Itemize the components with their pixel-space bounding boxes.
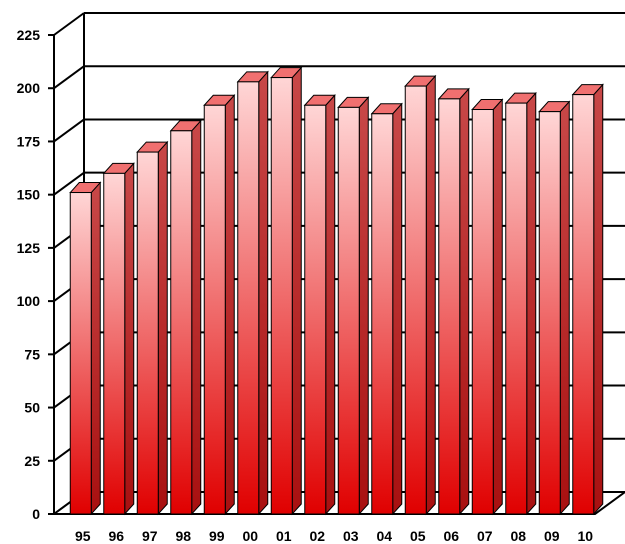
bar [203, 93, 236, 516]
y-tick-label: 200 [17, 80, 41, 96]
x-tick-label: 00 [242, 528, 258, 544]
bar [169, 119, 202, 516]
bar-side [124, 162, 135, 516]
bar-side [157, 140, 168, 516]
x-tick-label: 06 [443, 528, 459, 544]
y-axis-tick-labels: 0 25 50 75 100 125 150 175 200 225 [17, 27, 41, 522]
bar [471, 98, 504, 516]
bar-side [358, 96, 369, 516]
bar-front [304, 104, 327, 515]
bar-front [136, 151, 159, 515]
x-tick-label: 08 [510, 528, 526, 544]
x-tick-label: 97 [142, 528, 158, 544]
gridline-diagonal [53, 118, 85, 143]
x-tick-label: 02 [309, 528, 325, 544]
bar-side [526, 91, 537, 516]
bars [69, 66, 604, 516]
x-tick-label: 96 [108, 528, 124, 544]
bar-side [559, 100, 570, 516]
bar-front [471, 109, 494, 515]
bar-side [425, 74, 436, 516]
bar-front [237, 81, 260, 515]
y-tick-label: 75 [24, 346, 40, 362]
bar-side [593, 83, 604, 516]
x-tick-label: 07 [477, 528, 493, 544]
gridline-diagonal [53, 171, 85, 196]
bar-front [505, 102, 528, 515]
bar [538, 100, 571, 516]
bar [370, 102, 403, 516]
x-tick-label: 04 [376, 528, 392, 544]
bar-side [459, 87, 470, 516]
bar-front [572, 94, 595, 515]
bar-front [103, 172, 126, 515]
x-tick-label: 95 [75, 528, 91, 544]
bar-side [90, 181, 101, 516]
bar-front [337, 106, 360, 515]
y-tick-label: 175 [17, 133, 41, 149]
bar [571, 83, 604, 516]
x-tick-label: 05 [410, 528, 426, 544]
y-tick-label: 50 [24, 400, 40, 416]
bar-front [69, 192, 92, 515]
bar [270, 66, 303, 516]
bar-front [538, 111, 561, 515]
bar-side [258, 70, 269, 516]
bar-front [203, 104, 226, 515]
x-tick-label: 03 [343, 528, 359, 544]
bar-side [492, 98, 503, 516]
y-tick-label: 150 [17, 187, 41, 203]
bar-front [170, 130, 193, 515]
bar [337, 96, 370, 516]
y-tick-label: 0 [32, 506, 40, 522]
bar [69, 181, 102, 516]
x-tick-label: 01 [276, 528, 292, 544]
bar [303, 93, 336, 516]
bar [236, 70, 269, 516]
bar-side [392, 102, 403, 516]
x-tick-label: 10 [577, 528, 593, 544]
x-axis-tick-labels: 95 96 97 98 99 00 01 02 03 04 05 06 07 08 09 10 [75, 528, 593, 544]
bar-front [270, 77, 293, 515]
bar-side [224, 93, 235, 516]
x-tick-label: 09 [544, 528, 560, 544]
bar [404, 74, 437, 516]
gridline-diagonal [53, 12, 85, 36]
bar [437, 87, 470, 516]
bar-side [325, 93, 336, 516]
bar-side [191, 119, 202, 516]
bar-side [291, 66, 302, 516]
bar [504, 91, 537, 516]
y-tick-label: 225 [17, 27, 41, 43]
y-tick-label: 125 [17, 240, 41, 256]
bar-front [371, 113, 394, 515]
bar [136, 140, 169, 516]
gridline-diagonal [53, 65, 85, 90]
bar [102, 162, 135, 516]
x-tick-label: 98 [175, 528, 191, 544]
x-tick-label: 99 [209, 528, 225, 544]
bar-front [404, 85, 427, 515]
y-tick-label: 25 [24, 453, 40, 469]
y-tick-label: 100 [17, 293, 41, 309]
bar-front [438, 98, 461, 515]
